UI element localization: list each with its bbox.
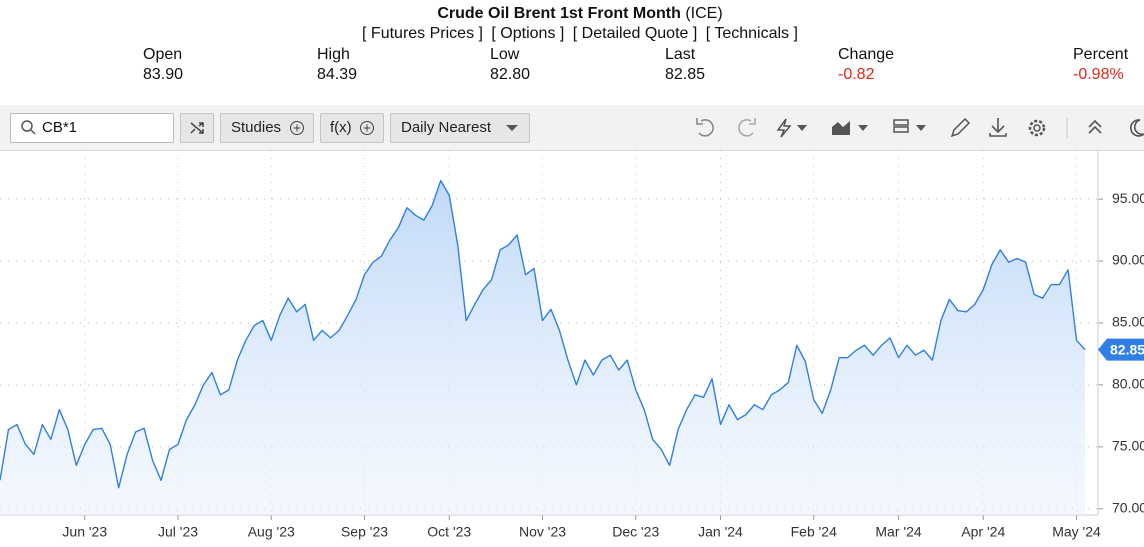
interval-dropdown[interactable]: Daily Nearest: [390, 113, 530, 143]
template-icon[interactable]: [893, 119, 926, 133]
plus-icon: [290, 121, 304, 135]
y-tick-label: 80.00: [1112, 376, 1144, 392]
draw-icon[interactable]: [950, 117, 971, 138]
stat-label: Open: [143, 46, 183, 63]
stat-label: Percent: [1073, 46, 1129, 63]
y-tick-label: 85.00: [1112, 314, 1144, 330]
caret-icon: [506, 125, 518, 131]
redo-icon[interactable]: [738, 118, 756, 137]
symbol-search[interactable]: CB*1: [10, 113, 174, 143]
chart-type-icon[interactable]: [832, 121, 868, 135]
toolbar: CB*1 Studies f(x) Daily Nearest: [0, 105, 1144, 151]
stat-value: -0.82: [838, 66, 875, 83]
studies-button[interactable]: Studies: [220, 113, 314, 143]
y-tick-label: 70.00: [1112, 500, 1144, 516]
stat-label: Last: [665, 46, 696, 63]
title-row: Crude Oil Brent 1st Front Month (ICE): [0, 5, 1144, 23]
fx-button[interactable]: f(x): [320, 113, 384, 143]
instrument-title: Crude Oil Brent 1st Front Month: [437, 5, 681, 22]
last-price-tag: [1098, 338, 1144, 361]
stat: Change -0.82: [838, 45, 894, 85]
undo-icon[interactable]: [696, 118, 714, 137]
x-tick-label: Jan '24: [698, 524, 743, 540]
price-chart: 70.00 75.00 80.00 85.00 90.00 95.00 Jun '23 Jul…: [0, 150, 1144, 540]
shuffle-icon: [190, 122, 204, 134]
button-label: f(x): [330, 119, 352, 136]
stat: Open 83.90: [143, 45, 183, 85]
x-tick-label: May '24: [1052, 524, 1101, 540]
x-tick-label: Aug '23: [248, 524, 295, 540]
y-tick-label: 75.00: [1112, 438, 1144, 454]
stat: Last 82.85: [665, 45, 705, 85]
area: [0, 180, 1085, 516]
link[interactable]: [ Technicals ]: [705, 25, 798, 42]
button-label: Daily Nearest: [401, 119, 492, 136]
x-tick-label: Feb '24: [791, 524, 837, 540]
x-tick-label: Oct '23: [427, 524, 471, 540]
stat: Percent -0.98%: [1073, 45, 1128, 85]
link[interactable]: [ Detailed Quote ]: [572, 25, 698, 42]
compare-button[interactable]: [180, 113, 214, 143]
toolbar-icons: [696, 117, 1144, 138]
download-icon[interactable]: [989, 118, 1007, 137]
price-line: [0, 179, 1086, 489]
stat: Low 82.80: [490, 45, 530, 85]
stat-label: Low: [490, 46, 520, 63]
x-tick-label: Dec '23: [612, 524, 659, 540]
last-price-label: 82.85: [1110, 341, 1144, 357]
x-tick-label: Nov '23: [519, 524, 566, 540]
x-tick-label: Sep '23: [341, 524, 388, 540]
x-tick-label: Jul '23: [158, 524, 198, 540]
stat-value: -0.98%: [1073, 66, 1124, 83]
stat-label: High: [317, 46, 350, 63]
quote-header: Crude Oil Brent 1st Front Month (ICE) [ …: [0, 0, 1144, 105]
exchange: (ICE): [685, 5, 723, 22]
stat: High 84.39: [317, 45, 357, 85]
y-tick-label: 90.00: [1112, 252, 1144, 268]
y-tick-label: 95.00: [1112, 190, 1144, 206]
stat-value: 82.85: [665, 66, 706, 83]
search-icon: [21, 120, 36, 135]
symbol: CB*1: [42, 119, 78, 136]
x-tick-label: Mar '24: [875, 524, 921, 540]
button-label: Studies: [231, 119, 282, 136]
x-tick-label: Jun '23: [62, 524, 107, 540]
link[interactable]: [ Options ]: [491, 25, 565, 42]
link[interactable]: [ Futures Prices ]: [362, 25, 483, 42]
plus-icon: [360, 121, 374, 135]
links: [ Futures Prices ] [ Options ] [ Detaile…: [0, 25, 1144, 43]
stat-label: Change: [838, 46, 895, 63]
theme-icon[interactable]: [1130, 119, 1144, 137]
collapse-icon[interactable]: [1088, 119, 1102, 134]
flash-icon[interactable]: [776, 118, 807, 138]
stat-value: 84.39: [317, 66, 358, 83]
stat-value: 82.80: [490, 66, 531, 83]
settings-icon[interactable]: [1028, 119, 1046, 137]
stat-value: 83.90: [143, 66, 184, 83]
x-tick-label: Apr '24: [961, 524, 1005, 540]
